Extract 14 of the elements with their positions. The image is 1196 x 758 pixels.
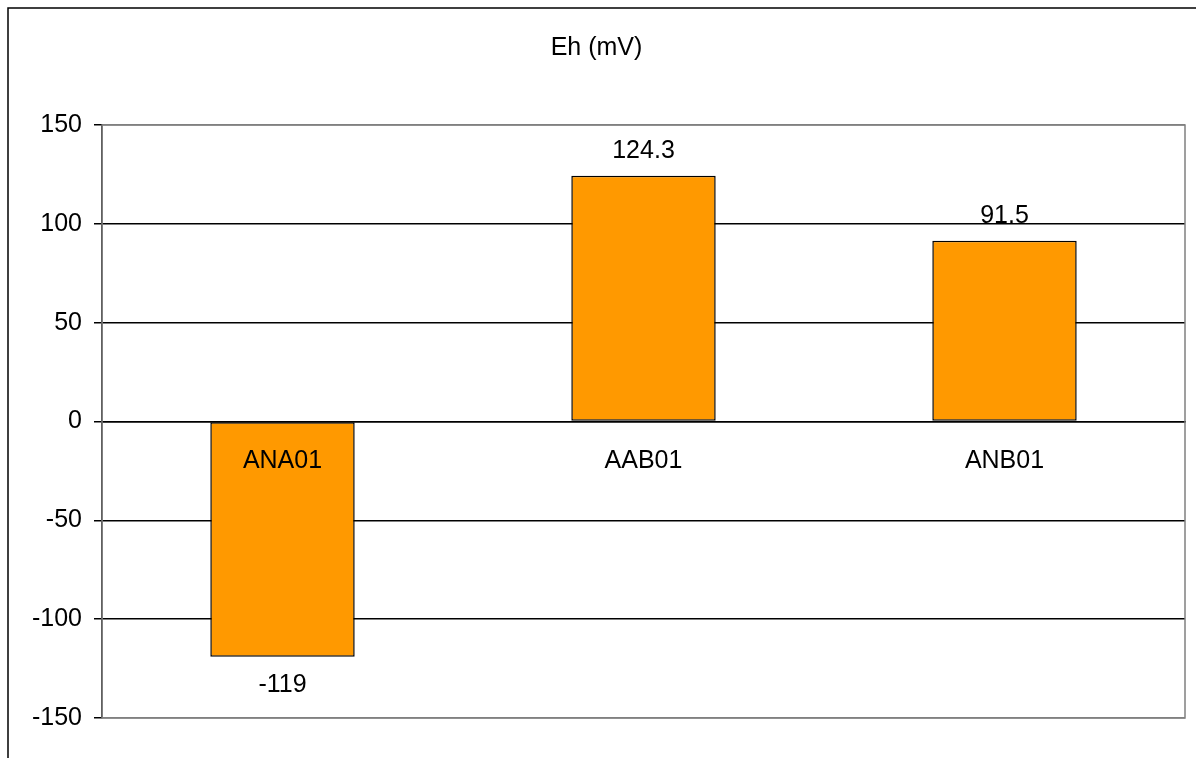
y-tick-label: 0 bbox=[68, 405, 82, 434]
y-tick-label: 150 bbox=[40, 108, 82, 137]
y-tick-label: 50 bbox=[54, 306, 82, 335]
data-label: 91.5 bbox=[980, 199, 1029, 228]
chart-title: Eh (mV) bbox=[550, 31, 643, 60]
x-tick-label: AAB01 bbox=[604, 444, 683, 473]
x-tick-label: ANB01 bbox=[964, 444, 1045, 473]
y-tick-label: -50 bbox=[45, 504, 82, 533]
data-label: 124.3 bbox=[612, 134, 675, 163]
x-tick-label: ANA01 bbox=[242, 444, 323, 473]
y-tick-label: 100 bbox=[40, 207, 82, 236]
y-tick-label: -100 bbox=[31, 603, 82, 632]
y-tick-label: -150 bbox=[31, 701, 82, 730]
data-label: -119 bbox=[258, 668, 307, 697]
